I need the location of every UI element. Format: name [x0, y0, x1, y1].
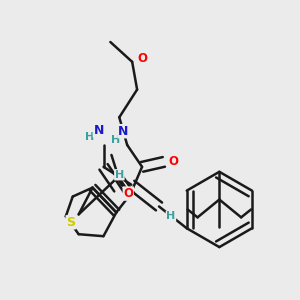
Text: N: N: [93, 124, 104, 137]
Text: H: H: [111, 135, 120, 145]
Text: O: O: [169, 155, 179, 168]
Text: O: O: [123, 187, 133, 200]
Text: H: H: [85, 132, 94, 142]
Text: N: N: [118, 125, 128, 138]
Text: H: H: [115, 170, 124, 180]
Text: H: H: [166, 212, 176, 221]
Text: O: O: [137, 52, 147, 65]
Text: S: S: [66, 216, 75, 229]
